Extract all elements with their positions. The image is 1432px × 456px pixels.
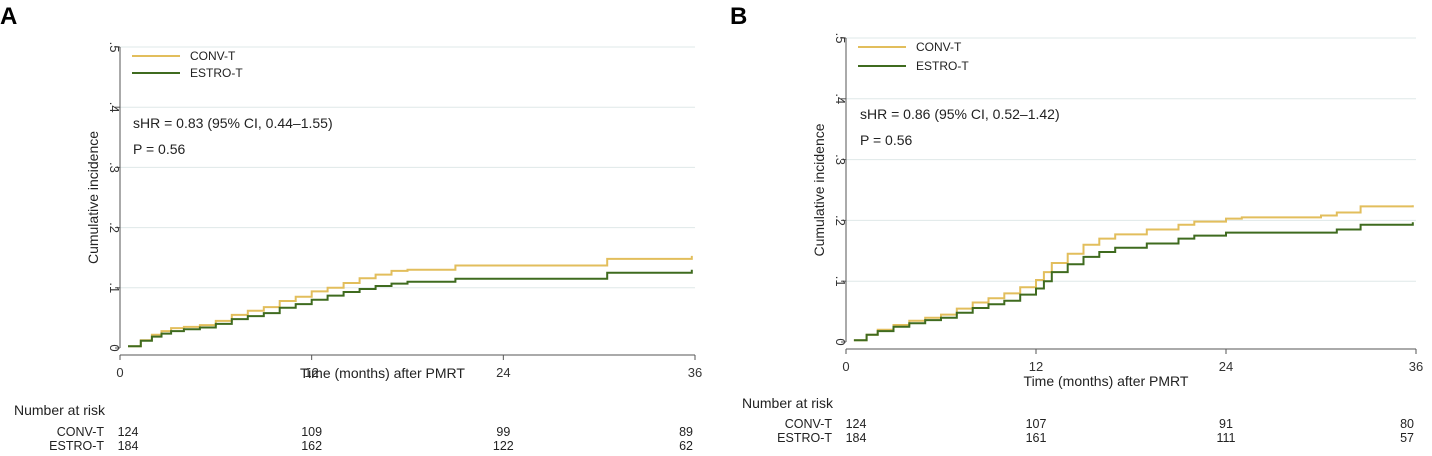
- chart-a-y-axis-title: Cumulative incidence: [85, 131, 101, 264]
- chart-b-y-tick-label: .1: [833, 276, 848, 287]
- chart-b-x-axis-title: Time (months) after PMRT: [1024, 373, 1189, 389]
- chart-a-y-tick-label: .1: [107, 282, 122, 293]
- chart-a-risk-header: Number at risk: [14, 402, 106, 418]
- chart-b-annotation: sHR = 0.86 (95% CI, 0.52–1.42): [860, 106, 1060, 122]
- chart-b-risk-row-label: ESTRO-T: [777, 431, 832, 445]
- chart-a-x-tick-label: 24: [496, 365, 510, 380]
- chart-a-risk-row-label: ESTRO-T: [49, 439, 104, 453]
- chart-panel-a: A 0 .1 .2 .3 .4 .5 0 12 24 36 Cumulative incidence…: [0, 3, 702, 453]
- chart-b-risk-value: 111: [1216, 431, 1235, 445]
- chart-a-risk-value: 184: [118, 439, 139, 453]
- chart-b-risk-value: 57: [1400, 431, 1414, 445]
- chart-a-y-tick-label: 0: [107, 344, 122, 351]
- chart-a-risk-value: 162: [301, 439, 322, 453]
- chart-a-y-tick-label: .4: [107, 102, 122, 113]
- chart-a-legend-label-conv-t: CONV-T: [190, 49, 236, 63]
- chart-a-annotation: sHR = 0.83 (95% CI, 0.44–1.55): [133, 115, 333, 131]
- chart-b-y-axis-title: Cumulative incidence: [811, 123, 827, 256]
- chart-b-y-tick-label: .5: [833, 33, 848, 44]
- chart-a-x-tick-label: 12: [304, 365, 318, 380]
- chart-b-x-tick-label: 24: [1219, 359, 1233, 374]
- chart-a-risk-value: 122: [493, 439, 514, 453]
- chart-b-y-tick-label: .2: [833, 215, 848, 226]
- chart-b-legend-label-estro-t: ESTRO-T: [916, 59, 969, 73]
- panel-letter-b: B: [730, 3, 747, 30]
- chart-a-risk-value: 109: [301, 425, 322, 439]
- chart-a-series-conv-t-line: [128, 255, 693, 348]
- chart-b-risk-header: Number at risk: [742, 395, 834, 411]
- chart-b-legend-label-conv-t: CONV-T: [916, 40, 962, 54]
- chart-b-risk-row-label: CONV-T: [785, 417, 833, 431]
- chart-b-annotation: P = 0.56: [860, 132, 913, 148]
- chart-a-annotation: P = 0.56: [133, 141, 186, 157]
- chart-b-series-estro-t-line: [853, 222, 1414, 342]
- chart-a-x-tick-label: 0: [116, 365, 123, 380]
- chart-a-y-tick-label: .5: [107, 42, 122, 53]
- chart-b-svg: B 0 .1 .2 .3 .4 .5 0 12 24 36 Cumulative incidence…: [730, 3, 1423, 445]
- chart-b-risk-value: 107: [1026, 417, 1047, 431]
- panel-letter-a: A: [0, 3, 17, 30]
- chart-panel-b: B 0 .1 .2 .3 .4 .5 0 12 24 36 Cumulative incidence…: [716, 0, 1432, 456]
- chart-a-risk-row-label: CONV-T: [57, 425, 105, 439]
- chart-b-x-tick-label: 36: [1409, 359, 1423, 374]
- chart-a-y-tick-label: .3: [107, 162, 122, 173]
- chart-a-svg: A 0 .1 .2 .3 .4 .5 0 12 24 36 Cumulative incidence…: [0, 3, 702, 453]
- chart-b-x-tick-label: 12: [1029, 359, 1043, 374]
- chart-b-risk-value: 184: [846, 431, 867, 445]
- chart-a-risk-value: 124: [118, 425, 139, 439]
- chart-b-risk-value: 124: [846, 417, 867, 431]
- chart-b-risk-value: 91: [1219, 417, 1233, 431]
- chart-a-risk-value: 62: [679, 439, 693, 453]
- chart-a-y-tick-label: .2: [107, 222, 122, 233]
- chart-a-x-tick-label: 36: [688, 365, 702, 380]
- chart-a-x-axis-title: Time (months) after PMRT: [300, 365, 465, 381]
- chart-a-risk-value: 89: [679, 425, 693, 439]
- chart-b-risk-value: 161: [1026, 431, 1047, 445]
- chart-b-y-tick-label: .3: [833, 154, 848, 165]
- chart-b-risk-value: 80: [1400, 417, 1414, 431]
- chart-a-series-estro-t-line: [128, 269, 693, 348]
- chart-b-y-tick-label: .4: [833, 93, 848, 104]
- chart-b-x-tick-label: 0: [842, 359, 849, 374]
- chart-b-y-tick-label: 0: [833, 338, 848, 345]
- chart-a-risk-value: 99: [496, 425, 510, 439]
- chart-a-legend-label-estro-t: ESTRO-T: [190, 66, 243, 80]
